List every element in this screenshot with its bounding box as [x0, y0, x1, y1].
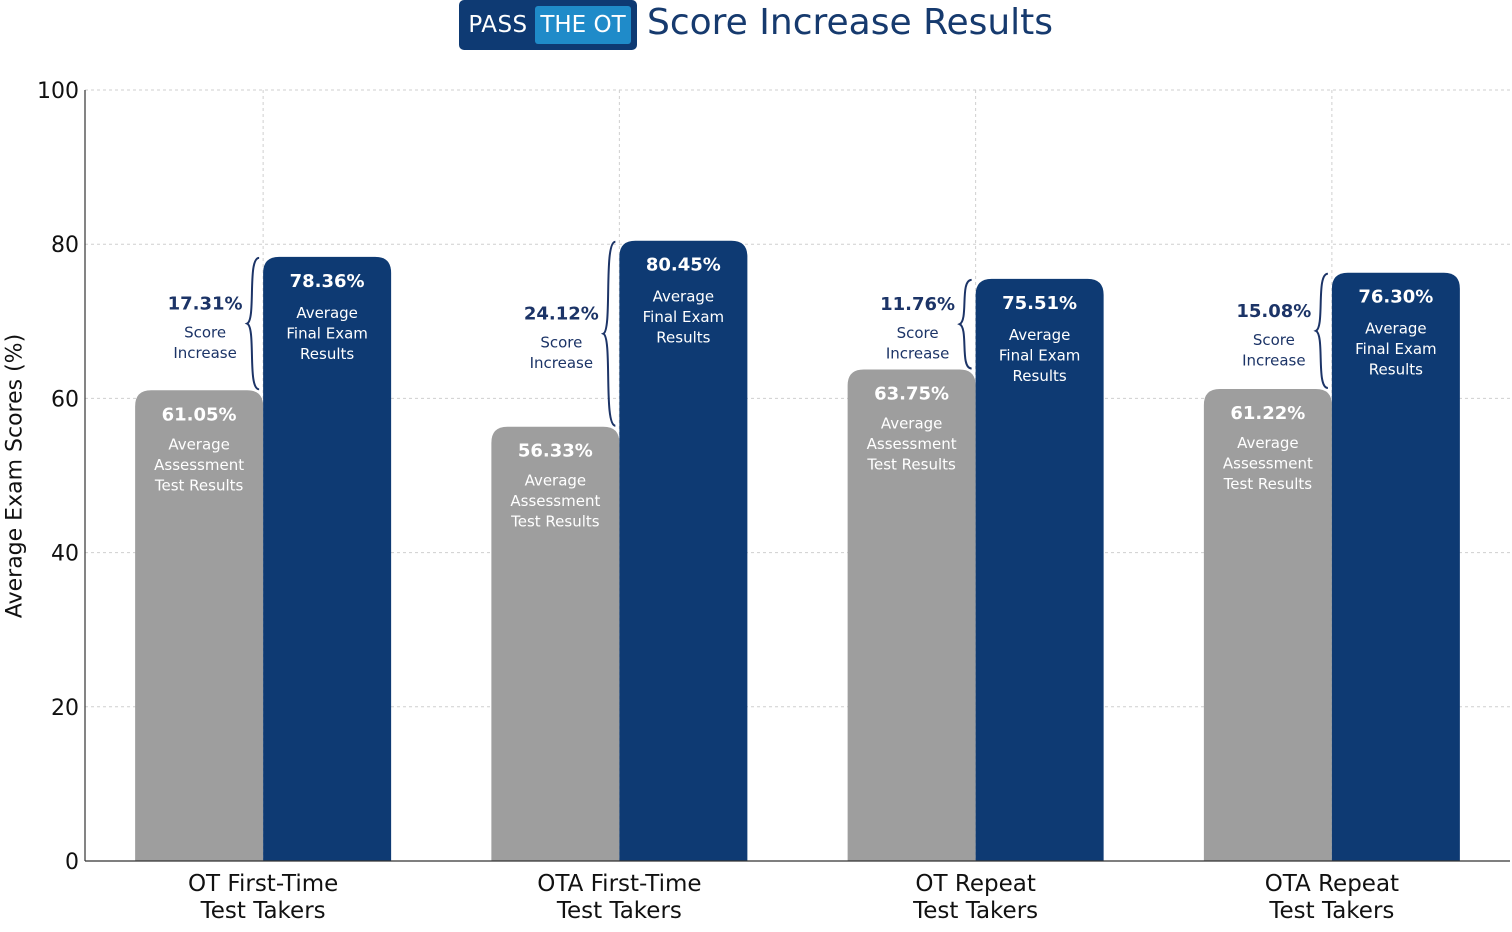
- bar-assessment-value-label: 61.05%: [162, 404, 237, 425]
- score-increase-caption: Score: [184, 324, 226, 342]
- bar-assessment-caption: Test Results: [510, 513, 600, 531]
- bar-assessment-caption: Test Results: [1223, 475, 1313, 493]
- bar-final-caption: Average: [653, 288, 715, 306]
- bar-assessment-caption: Average: [168, 435, 230, 453]
- bar-assessment-value-label: 56.33%: [518, 441, 593, 462]
- y-tick-label: 60: [51, 387, 79, 412]
- logo-theot-text: THE OT: [535, 6, 631, 44]
- bar-assessment-caption: Average: [525, 472, 587, 490]
- score-increase-brace: [957, 278, 973, 370]
- bar-final-caption: Results: [1013, 367, 1067, 385]
- bar-final-caption: Final Exam: [999, 346, 1081, 364]
- bar-final-caption: Average: [1009, 326, 1071, 344]
- bar-assessment: [491, 426, 620, 861]
- y-tick-label: 20: [51, 696, 79, 721]
- bar-assessment: [847, 369, 976, 861]
- score-increase-brace: [600, 240, 616, 427]
- x-tick-label: OT First-Time: [188, 871, 338, 897]
- score-increase-caption: Increase: [886, 345, 949, 363]
- bar-final-value-label: 76.30%: [1358, 287, 1433, 308]
- bar-assessment-caption: Average: [881, 414, 943, 432]
- bar-final-exam: [1331, 272, 1460, 861]
- bar-final-exam: [263, 256, 392, 862]
- x-tick-label: OT Repeat: [915, 871, 1035, 897]
- x-tick-label: Test Takers: [556, 898, 682, 924]
- x-tick-label: OTA Repeat: [1265, 871, 1399, 897]
- bar-assessment-caption: Average: [1237, 434, 1299, 452]
- score-increase-value-label: 15.08%: [1236, 301, 1311, 322]
- bar-final-value-label: 78.36%: [290, 271, 365, 292]
- bar-assessment-caption: Assessment: [510, 492, 600, 510]
- y-tick-label: 100: [37, 79, 79, 104]
- bar-assessment-caption: Assessment: [867, 435, 957, 453]
- logo-pass-text: PASS: [468, 12, 528, 38]
- bar-final-caption: Results: [300, 345, 354, 363]
- score-increase-caption: Score: [540, 334, 582, 352]
- x-tick-label: OTA First-Time: [537, 871, 701, 897]
- brand-logo: PASS THE OT: [459, 0, 637, 50]
- score-increase-caption: Increase: [1242, 351, 1305, 369]
- score-increase-caption: Score: [1253, 331, 1295, 349]
- bar-final-exam: [619, 240, 748, 862]
- score-increase-caption: Increase: [530, 354, 593, 372]
- bar-final-caption: Results: [656, 329, 710, 347]
- bar-final-value-label: 75.51%: [1002, 293, 1077, 314]
- bar-assessment-caption: Test Results: [866, 455, 956, 473]
- bar-final-caption: Final Exam: [1355, 340, 1437, 358]
- bar-assessment: [1203, 388, 1332, 861]
- bar-assessment-caption: Assessment: [1223, 454, 1313, 472]
- bar-final-caption: Average: [296, 304, 358, 322]
- bar-assessment: [135, 390, 264, 861]
- x-tick-label: Test Takers: [1268, 898, 1394, 924]
- score-increase-value-label: 11.76%: [880, 294, 955, 315]
- score-increase-value-label: 17.31%: [168, 294, 243, 315]
- bar-final-caption: Final Exam: [286, 324, 368, 342]
- chart-title: Score Increase Results: [647, 2, 1054, 43]
- y-tick-label: 80: [51, 233, 79, 258]
- score-increase-value-label: 24.12%: [524, 304, 599, 325]
- bar-final-exam: [975, 278, 1104, 862]
- score-increase-caption: Increase: [173, 344, 236, 362]
- bar-final-caption: Final Exam: [643, 308, 725, 326]
- bar-final-caption: Results: [1369, 361, 1423, 379]
- score-increase-brace: [244, 256, 260, 391]
- bar-assessment-value-label: 61.22%: [1230, 403, 1305, 424]
- bar-final-value-label: 80.45%: [646, 255, 721, 276]
- bar-final-caption: Average: [1365, 320, 1427, 338]
- bar-assessment-caption: Test Results: [154, 476, 244, 494]
- bar-assessment-value-label: 63.75%: [874, 383, 949, 404]
- score-increase-brace: [1313, 272, 1329, 389]
- y-tick-label: 40: [51, 542, 79, 567]
- bar-assessment-caption: Assessment: [154, 456, 244, 474]
- score-increase-caption: Score: [897, 324, 939, 342]
- x-tick-label: Test Takers: [200, 898, 326, 924]
- x-tick-label: Test Takers: [912, 898, 1038, 924]
- y-tick-label: 0: [65, 850, 79, 875]
